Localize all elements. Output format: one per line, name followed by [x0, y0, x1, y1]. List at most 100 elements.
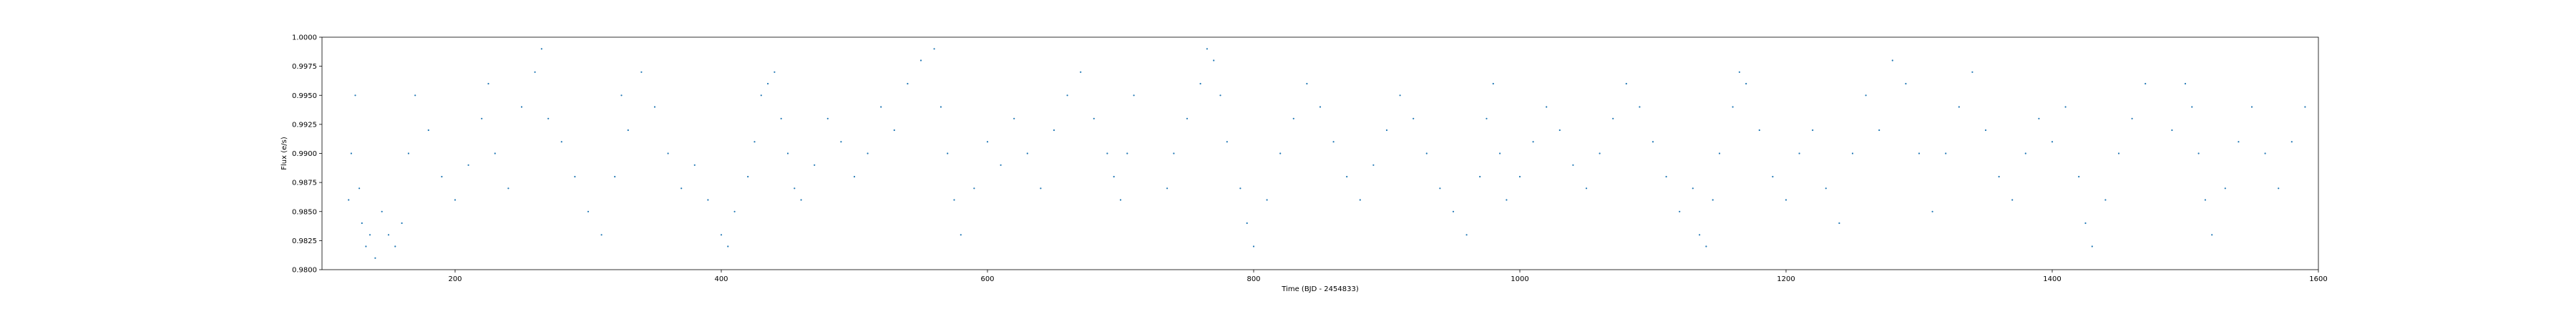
y-tick-label: 0.9800	[292, 267, 317, 275]
data-point	[1399, 94, 1401, 97]
data-point	[940, 106, 942, 108]
data-point	[1705, 245, 1707, 247]
x-axis-label: Time (BJD - 2454833)	[1281, 285, 1359, 293]
data-point	[401, 222, 403, 225]
data-point	[387, 234, 390, 236]
data-point	[727, 245, 729, 247]
data-point	[1080, 71, 1082, 73]
data-point	[620, 94, 623, 97]
data-point	[350, 152, 352, 154]
data-point	[1878, 129, 1880, 132]
data-point	[693, 164, 696, 166]
data-point	[1718, 152, 1721, 154]
data-point	[1173, 152, 1175, 154]
data-point	[600, 234, 602, 236]
data-point	[794, 187, 796, 190]
data-point	[1798, 152, 1800, 154]
data-point	[1865, 94, 1867, 97]
data-point	[1998, 175, 2000, 178]
data-point	[507, 187, 509, 190]
data-point	[1040, 187, 1042, 190]
data-point	[441, 175, 443, 178]
data-point	[1306, 82, 1308, 85]
data-point	[614, 175, 616, 178]
data-point	[1699, 234, 1701, 236]
data-point	[1279, 152, 1282, 154]
data-point	[953, 199, 955, 201]
data-point	[1546, 106, 1548, 108]
data-point	[753, 141, 756, 143]
data-point	[707, 199, 709, 201]
data-point	[1252, 245, 1255, 247]
data-point	[1945, 152, 1947, 154]
data-point	[1346, 175, 1348, 178]
data-point	[365, 245, 367, 247]
x-axis-ticks: 200 400 600 800 1000 1200 1400 1600	[448, 270, 2328, 283]
data-point	[1000, 164, 1002, 166]
data-point	[354, 94, 356, 97]
data-point	[2204, 199, 2206, 201]
data-point	[893, 129, 895, 132]
data-point	[667, 152, 669, 154]
data-point	[1119, 199, 1122, 201]
data-point	[2290, 141, 2293, 143]
data-point	[1479, 175, 1481, 178]
data-point	[1246, 222, 1248, 225]
data-point	[1931, 210, 1933, 212]
data-point	[1971, 71, 1974, 73]
data-point	[1518, 175, 1521, 178]
data-point	[2084, 222, 2087, 225]
data-point	[1585, 187, 1588, 190]
data-point	[1825, 187, 1827, 190]
data-point	[2064, 106, 2067, 108]
data-point	[2011, 199, 2014, 201]
data-point	[1745, 82, 1747, 85]
data-point	[853, 175, 856, 178]
data-point	[1851, 152, 1854, 154]
data-point	[800, 199, 802, 201]
data-point	[720, 234, 723, 236]
data-point	[2304, 106, 2306, 108]
data-point	[2145, 82, 2147, 85]
data-point	[1359, 199, 1361, 201]
data-point	[1213, 59, 1215, 62]
y-axis-ticks: 0.9800 0.9825 0.9850 0.9875 0.9900 0.9925 0.99…	[292, 34, 322, 275]
data-point	[1026, 152, 1028, 154]
y-tick-label: 0.9950	[292, 92, 317, 100]
data-point	[1485, 117, 1488, 119]
data-point	[2250, 106, 2253, 108]
y-tick-label: 0.9900	[292, 150, 317, 158]
data-point	[1506, 199, 1508, 201]
y-tick-label: 0.9925	[292, 121, 317, 129]
data-point	[1319, 106, 1322, 108]
data-point	[1625, 82, 1627, 85]
data-point	[1652, 141, 1654, 143]
y-tick-label: 0.9975	[292, 63, 317, 71]
data-point	[381, 210, 383, 212]
data-point	[1219, 94, 1221, 97]
data-point	[973, 187, 975, 190]
data-point	[348, 199, 350, 201]
data-point	[1732, 106, 1734, 108]
data-point	[1905, 82, 1907, 85]
data-point	[467, 164, 469, 166]
data-point	[1133, 94, 1135, 97]
data-point	[733, 210, 736, 212]
data-point	[1066, 94, 1068, 97]
data-point	[407, 152, 410, 154]
data-point	[640, 71, 643, 73]
data-point	[1532, 141, 1534, 143]
data-point	[933, 48, 935, 50]
data-point	[374, 257, 376, 259]
data-point	[814, 164, 816, 166]
data-point	[1599, 152, 1601, 154]
data-point	[2024, 152, 2026, 154]
x-tick-label: 600	[980, 275, 994, 283]
data-point	[960, 234, 962, 236]
data-point	[1812, 129, 1814, 132]
y-tick-label: 1.0000	[292, 34, 317, 42]
data-point	[1612, 117, 1614, 119]
data-point	[1425, 152, 1428, 154]
data-point	[520, 106, 523, 108]
